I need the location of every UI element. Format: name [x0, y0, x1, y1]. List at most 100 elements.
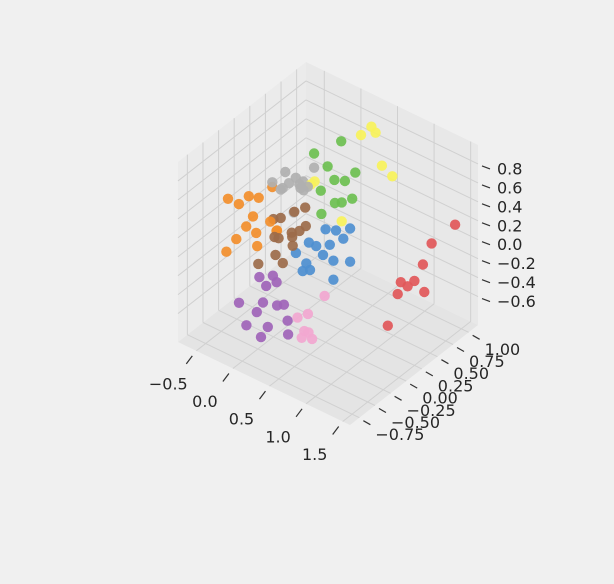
z-tick-mark: [481, 165, 491, 170]
data-point-blue: [320, 224, 331, 235]
z-gridline-left: [177, 118, 307, 220]
data-point-purple: [282, 315, 293, 326]
z-gridline-back: [305, 80, 479, 165]
z-gridline-left: [177, 194, 307, 296]
data-point-pink: [292, 312, 303, 323]
z-gridline-left: [177, 137, 307, 239]
data-point-purple: [262, 321, 273, 333]
x-tick-label: −0.5: [149, 374, 188, 393]
x-tick-mark: [222, 373, 230, 382]
data-point-purple: [271, 300, 283, 311]
data-point-orange: [265, 216, 276, 227]
data-point-purple: [251, 306, 262, 318]
z-tick-label: −0.2: [497, 254, 536, 273]
x-tick-mark: [295, 408, 303, 418]
data-point-brown: [277, 257, 288, 269]
y-tick-mark: [378, 407, 387, 414]
data-point-green: [308, 148, 320, 159]
y-tick-label: −0.25: [407, 401, 456, 420]
y-gridline-floor: [296, 248, 469, 333]
x-tick-label: 0.0: [192, 392, 217, 411]
data-point-yellow: [387, 171, 398, 182]
data-point-blue: [328, 274, 339, 285]
z-gridline-left: [177, 80, 307, 182]
y-tick-mark: [409, 383, 418, 389]
x-tick-label: 1.0: [265, 427, 290, 446]
data-point-orange: [222, 193, 234, 204]
data-point-blue: [328, 255, 339, 266]
z-gridline-back: [305, 194, 479, 279]
data-point-green: [322, 161, 333, 172]
tick-labels: −0.50.00.51.01.5−0.75−0.50−0.250.000.250…: [149, 159, 536, 464]
data-point-brown: [253, 258, 264, 270]
data-point-green: [336, 136, 347, 147]
z-tick-label: 0.4: [497, 197, 522, 216]
y-gridline-floor: [249, 285, 423, 370]
y-tick-label: 1.00: [485, 340, 521, 359]
z-gridline-back: [305, 175, 479, 260]
z-tick-mark: [481, 298, 491, 303]
data-point-blue: [330, 225, 342, 236]
data-point-brown: [287, 231, 298, 243]
data-point-blue: [344, 223, 356, 234]
data-point-orange: [252, 240, 263, 252]
data-point-red: [392, 288, 403, 300]
y-tick-mark: [394, 395, 402, 401]
data-point-purple: [233, 297, 245, 308]
data-point-orange: [221, 246, 232, 257]
z-tick-mark: [481, 184, 491, 189]
z-gridline-back: [305, 118, 479, 203]
y-tick-mark: [425, 371, 434, 377]
data-point-yellow: [370, 127, 381, 138]
data-point-orange: [251, 227, 262, 239]
y-tick-mark: [456, 346, 465, 353]
data-point-orange: [241, 221, 252, 232]
y-tick-label: −0.75: [375, 425, 424, 444]
x-gridline-floor: [305, 303, 435, 405]
y-tick-mark: [441, 359, 449, 365]
data-point-purple: [282, 329, 294, 340]
z-tick-mark: [481, 222, 491, 227]
y-gridline-floor: [233, 297, 407, 382]
z-tick-label: 0.2: [497, 216, 522, 235]
y-tick-mark: [363, 420, 371, 426]
y-tick-label: 0.25: [438, 376, 474, 395]
x-tick-label: 1.5: [302, 445, 327, 464]
z-gridline-back: [305, 156, 479, 241]
data-point-orange: [247, 211, 259, 222]
y-tick-label: 0.00: [422, 389, 458, 408]
data-point-orange: [233, 198, 245, 210]
data-point-orange: [231, 233, 242, 245]
data-point-blue: [303, 237, 315, 248]
z-gridline-back: [305, 99, 479, 184]
data-point-green: [329, 174, 340, 186]
data-point-orange: [253, 192, 264, 203]
data-point-brown: [273, 233, 284, 244]
data-point-yellow: [336, 216, 347, 227]
z-tick-mark: [481, 203, 491, 208]
data-point-gray: [308, 162, 320, 173]
data-point-green: [350, 167, 361, 178]
data-point-brown: [270, 249, 281, 261]
data-point-green: [316, 208, 327, 220]
data-point-green: [347, 193, 358, 204]
y-tick-label: 0.50: [453, 364, 489, 383]
data-point-gray: [280, 166, 291, 178]
data-point-red: [382, 320, 393, 331]
data-point-blue: [344, 256, 356, 267]
data-point-brown: [300, 202, 311, 213]
x-tick-mark: [332, 426, 340, 435]
data-point-red: [417, 259, 429, 270]
z-tick-label: −0.4: [497, 273, 536, 292]
data-point-gray: [275, 184, 286, 195]
data-points: [221, 121, 461, 345]
data-point-orange: [243, 191, 254, 202]
z-tick-mark: [481, 279, 491, 284]
y-gridline-floor: [265, 273, 438, 358]
data-point-blue: [338, 233, 349, 244]
data-point-blue: [317, 249, 329, 261]
z-tick-mark: [481, 241, 491, 246]
data-point-purple: [267, 270, 279, 281]
